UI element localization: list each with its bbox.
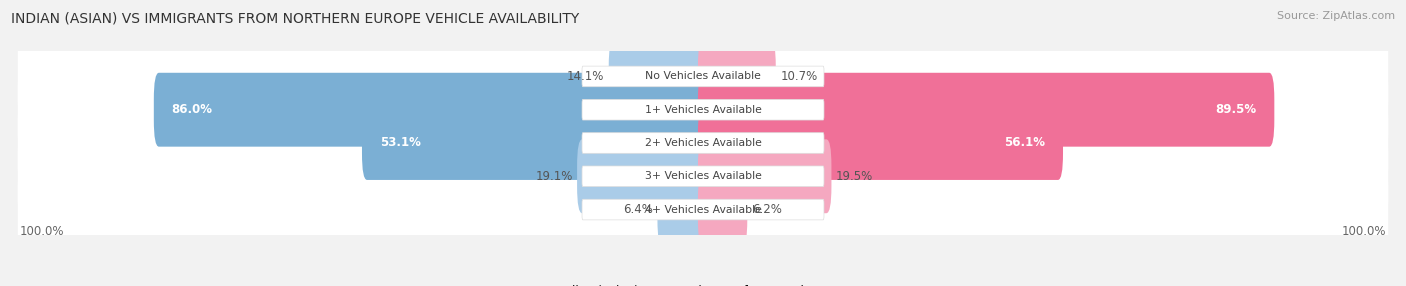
FancyBboxPatch shape	[697, 106, 1063, 180]
Text: 3+ Vehicles Available: 3+ Vehicles Available	[644, 171, 762, 181]
Text: 10.7%: 10.7%	[780, 70, 817, 83]
FancyBboxPatch shape	[697, 39, 776, 113]
FancyBboxPatch shape	[582, 133, 824, 153]
FancyBboxPatch shape	[361, 106, 709, 180]
FancyBboxPatch shape	[18, 43, 1388, 110]
FancyBboxPatch shape	[18, 76, 1388, 144]
FancyBboxPatch shape	[153, 73, 709, 147]
FancyBboxPatch shape	[582, 66, 824, 87]
Text: INDIAN (ASIAN) VS IMMIGRANTS FROM NORTHERN EUROPE VEHICLE AVAILABILITY: INDIAN (ASIAN) VS IMMIGRANTS FROM NORTHE…	[11, 11, 579, 25]
Legend: Indian (Asian), Immigrants from Northern Europe: Indian (Asian), Immigrants from Northern…	[533, 285, 873, 286]
Text: No Vehicles Available: No Vehicles Available	[645, 72, 761, 82]
Text: 53.1%: 53.1%	[380, 136, 420, 150]
FancyBboxPatch shape	[582, 166, 824, 186]
Text: 56.1%: 56.1%	[1004, 136, 1045, 150]
FancyBboxPatch shape	[582, 100, 824, 120]
Text: 89.5%: 89.5%	[1216, 103, 1257, 116]
Text: 6.2%: 6.2%	[752, 203, 782, 216]
Text: 14.1%: 14.1%	[567, 70, 605, 83]
FancyBboxPatch shape	[697, 173, 748, 247]
Text: 1+ Vehicles Available: 1+ Vehicles Available	[644, 105, 762, 115]
Text: 86.0%: 86.0%	[172, 103, 212, 116]
Text: 100.0%: 100.0%	[20, 225, 65, 238]
Text: 6.4%: 6.4%	[623, 203, 652, 216]
FancyBboxPatch shape	[576, 139, 709, 213]
FancyBboxPatch shape	[18, 176, 1388, 243]
Text: 4+ Vehicles Available: 4+ Vehicles Available	[644, 204, 762, 214]
FancyBboxPatch shape	[697, 139, 831, 213]
FancyBboxPatch shape	[18, 109, 1388, 177]
Text: 19.1%: 19.1%	[536, 170, 572, 183]
FancyBboxPatch shape	[697, 73, 1274, 147]
Text: 2+ Vehicles Available: 2+ Vehicles Available	[644, 138, 762, 148]
FancyBboxPatch shape	[582, 199, 824, 220]
FancyBboxPatch shape	[18, 142, 1388, 210]
FancyBboxPatch shape	[609, 39, 709, 113]
Text: Source: ZipAtlas.com: Source: ZipAtlas.com	[1277, 11, 1395, 21]
FancyBboxPatch shape	[658, 173, 709, 247]
Text: 19.5%: 19.5%	[835, 170, 873, 183]
Text: 100.0%: 100.0%	[1341, 225, 1386, 238]
